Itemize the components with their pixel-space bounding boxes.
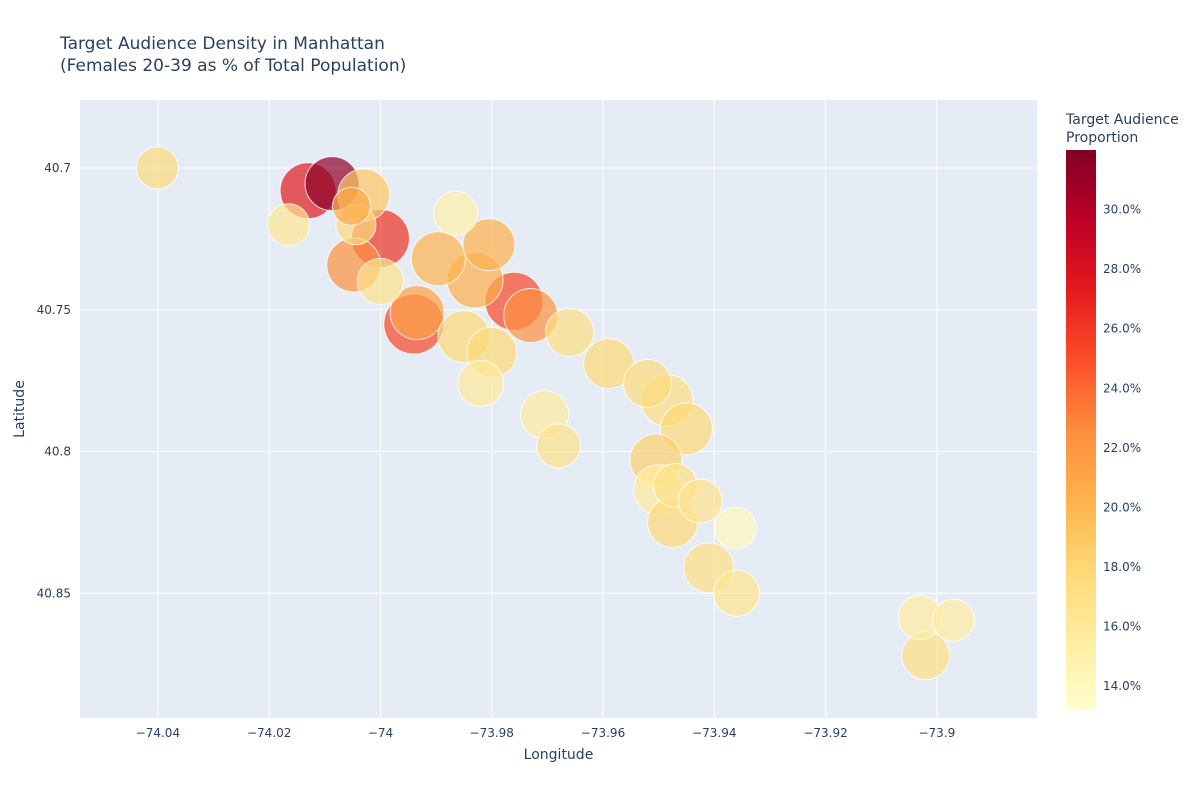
data-point (332, 186, 372, 226)
data-point (713, 506, 757, 550)
x-axis-ticks: −74.04 −74.02 −74 −73.98 −73.96 −73.94 −73.92 −… (136, 726, 956, 740)
data-point (713, 569, 761, 617)
colorbar-tick-label: 16.0% (1103, 620, 1141, 634)
data-point (545, 307, 595, 357)
colorbar-tick-label: 30.0% (1103, 203, 1141, 217)
data-point (135, 146, 179, 190)
data-point (410, 231, 466, 287)
data-point (623, 358, 673, 408)
colorbar-ticks: 14.0% 16.0% 18.0% 20.0% 22.0% 24.0% 26.0% 28.0%… (1103, 203, 1141, 694)
data-point (932, 598, 976, 642)
x-tick-label: −73.98 (470, 726, 514, 740)
x-tick-label: −73.94 (692, 726, 736, 740)
data-point (462, 218, 516, 272)
colorbar-gradient (1066, 150, 1096, 710)
y-tick-label: 40.85 (37, 586, 71, 600)
colorbar: Target Audience Proportion 14.0% 16.0% 18.… (1065, 112, 1179, 710)
colorbar-tick-label: 14.0% (1103, 679, 1141, 693)
chart-title-main: Target Audience Density in Manhattan (60, 34, 385, 54)
data-point (267, 203, 311, 247)
colorbar-title-line-1: Target Audience (1065, 112, 1179, 128)
colorbar-tick-label: 26.0% (1103, 322, 1141, 336)
x-tick-label: −74.04 (136, 726, 180, 740)
colorbar-tick-label: 20.0% (1103, 500, 1141, 514)
data-point (356, 257, 404, 305)
data-point (536, 423, 581, 469)
colorbar-title-line-2: Proportion (1066, 130, 1138, 146)
data-point (457, 359, 505, 407)
chart-subtitle: (Females 20-39 as % of Total Population) (60, 56, 407, 76)
y-axis-title: Latitude (12, 380, 28, 438)
data-point (389, 285, 445, 341)
y-axis-ticks: 40.7 40.75 40.8 40.85 (37, 161, 71, 600)
colorbar-tick-label: 24.0% (1103, 381, 1141, 395)
data-points (135, 146, 976, 681)
colorbar-tick-label: 18.0% (1103, 560, 1141, 574)
x-tick-label: −73.96 (581, 726, 625, 740)
data-point (677, 478, 723, 524)
x-tick-label: −73.92 (803, 726, 847, 740)
x-axis-title: Longitude (524, 747, 594, 763)
x-tick-label: −74.02 (247, 726, 291, 740)
data-point (433, 190, 479, 236)
y-tick-label: 40.7 (44, 161, 71, 175)
chart-title: Target Audience Density in Manhattan (Fe… (60, 33, 406, 77)
y-tick-label: 40.75 (37, 303, 71, 317)
x-tick-label: −73.9 (918, 726, 955, 740)
colorbar-tick-label: 28.0% (1103, 262, 1141, 276)
y-tick-label: 40.8 (44, 445, 71, 459)
x-tick-label: −74 (368, 726, 393, 740)
colorbar-tick-label: 22.0% (1103, 441, 1141, 455)
